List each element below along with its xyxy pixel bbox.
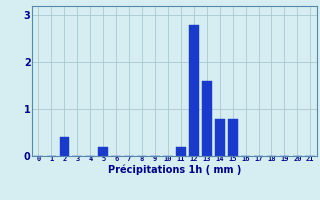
Bar bbox=[202, 81, 212, 156]
Bar bbox=[228, 118, 237, 156]
Bar bbox=[189, 25, 199, 156]
Bar bbox=[98, 147, 108, 156]
Bar bbox=[60, 137, 69, 156]
Bar bbox=[176, 147, 186, 156]
Bar bbox=[215, 118, 225, 156]
X-axis label: Précipitations 1h ( mm ): Précipitations 1h ( mm ) bbox=[108, 165, 241, 175]
